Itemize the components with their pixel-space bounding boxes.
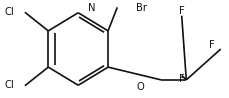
Text: Cl: Cl (4, 80, 14, 90)
Text: O: O (136, 82, 144, 92)
Text: N: N (88, 3, 95, 13)
Text: F: F (178, 74, 184, 84)
Text: F: F (208, 40, 214, 50)
Text: Cl: Cl (4, 7, 14, 17)
Text: F: F (178, 6, 184, 16)
Text: Br: Br (135, 3, 146, 13)
